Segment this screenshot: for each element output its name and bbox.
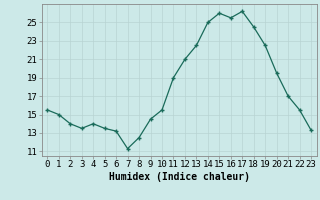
X-axis label: Humidex (Indice chaleur): Humidex (Indice chaleur) — [109, 172, 250, 182]
